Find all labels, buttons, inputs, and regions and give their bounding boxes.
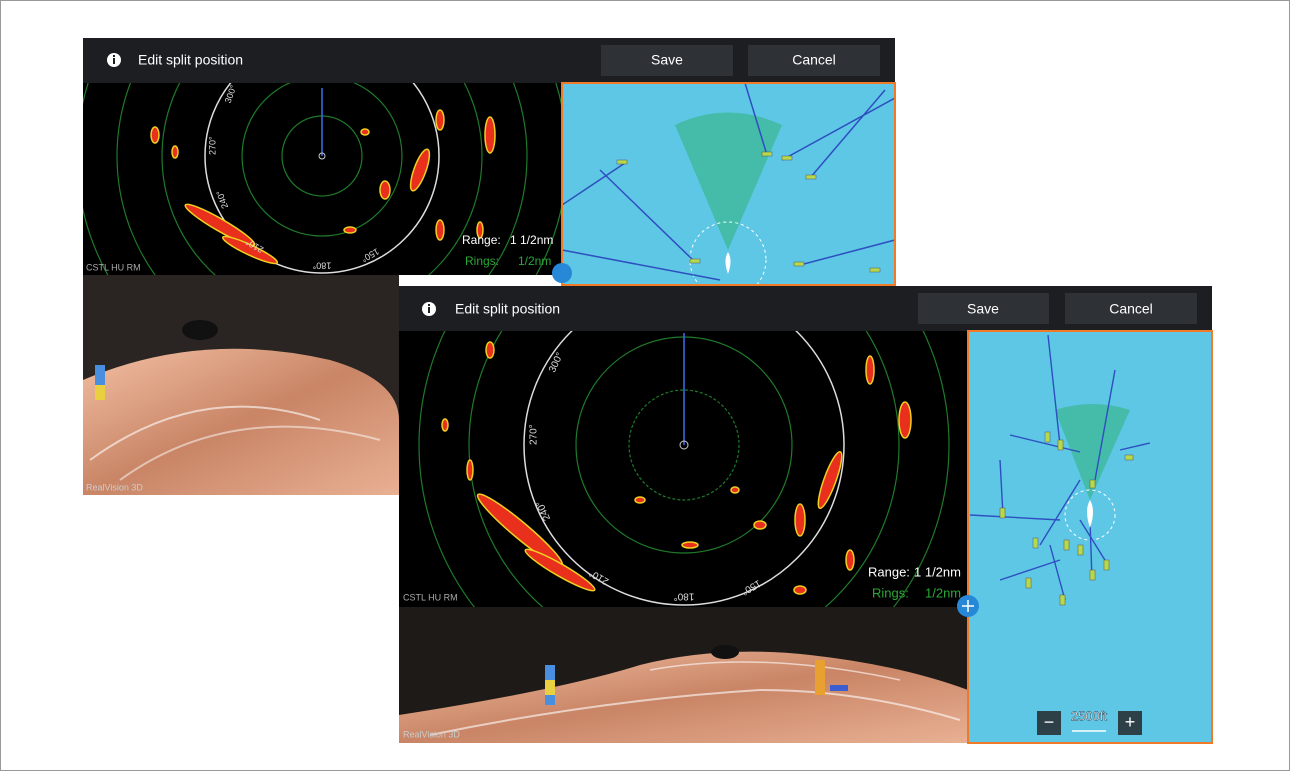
save-label[interactable]: Save	[651, 52, 683, 68]
screen-front: Edit split position Save Cancel	[399, 286, 1213, 744]
bearing-label: 270°	[529, 424, 540, 445]
zoom-in-label[interactable]: +	[1125, 712, 1136, 732]
range-label: Range:	[462, 233, 501, 247]
screen-back: Edit split position Save Cancel 3	[83, 38, 896, 495]
rings-value: 1/2nm	[925, 585, 961, 600]
zoom-out-button[interactable]	[1037, 711, 1061, 735]
sonar-label: RealVision 3D	[403, 729, 460, 739]
sonar-pane: RealVision 3D	[83, 275, 399, 495]
zoom-in-button[interactable]	[1118, 711, 1142, 735]
range-label: Range:	[868, 564, 910, 579]
cancel-button[interactable]	[748, 45, 880, 76]
range-value: 1 1/2nm	[510, 233, 553, 247]
chart-scale: 2500ft	[1071, 708, 1108, 723]
save-label[interactable]: Save	[967, 301, 999, 317]
cancel-label[interactable]: Cancel	[1109, 301, 1153, 317]
chart-pane: − 2500ft +	[968, 331, 1212, 743]
sonar-label: RealVision 3D	[86, 482, 143, 492]
radar-pane: 300° 270° 240° 210° 180° 150° CSTL HU RM…	[83, 83, 562, 275]
zoom-out-label[interactable]: −	[1044, 712, 1055, 732]
split-handle[interactable]	[552, 263, 572, 283]
rings-label: Rings:	[465, 254, 499, 268]
bearing-label: 180°	[312, 261, 331, 271]
chart-pane	[562, 83, 895, 285]
bearing-label: 180°	[674, 590, 695, 601]
radar-mode: CSTL HU RM	[86, 262, 141, 272]
bearing-label: 270°	[207, 136, 217, 155]
toolbar-title: Edit split position	[455, 301, 560, 317]
save-button[interactable]	[601, 45, 733, 76]
radar-mode: CSTL HU RM	[403, 592, 458, 602]
cancel-label[interactable]: Cancel	[792, 52, 836, 68]
radar-pane: 300° 270° 240° 210° 180° 150° CSTL HU RM…	[399, 331, 968, 607]
range-value: 1 1/2nm	[914, 564, 961, 579]
sonar-pane: RealVision 3D	[399, 607, 968, 743]
toolbar-title: Edit split position	[138, 52, 243, 68]
save-button[interactable]	[918, 293, 1049, 324]
cancel-button[interactable]	[1065, 293, 1197, 324]
rings-value: 1/2nm	[518, 254, 551, 268]
rings-label: Rings:	[872, 585, 909, 600]
